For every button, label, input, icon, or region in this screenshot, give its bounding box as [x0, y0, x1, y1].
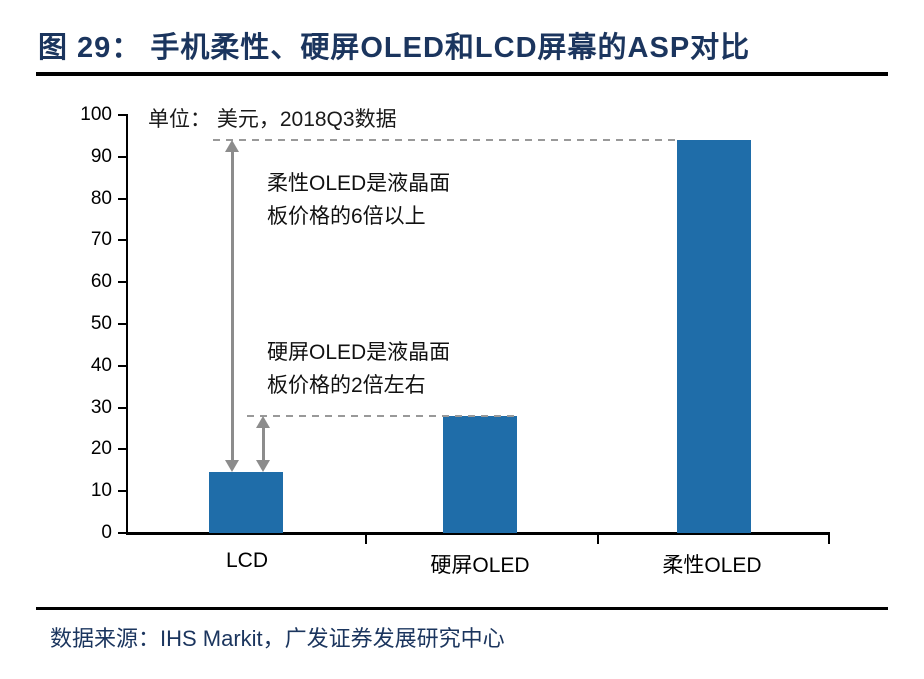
arrow-head-up-icon — [225, 140, 239, 153]
y-axis-tick: 20 — [91, 438, 128, 459]
x-axis-tick — [597, 535, 599, 544]
y-axis-tick: 90 — [91, 146, 128, 167]
annotation-line: 柔性OLED是液晶面 — [267, 172, 451, 195]
arrow-head-up-icon — [256, 415, 270, 428]
y-tick-label: 80 — [90, 187, 112, 209]
y-axis-tick: 100 — [80, 104, 128, 125]
y-tick-label: 20 — [90, 438, 112, 460]
unit-note: 单位： 美元，2018Q3数据 — [148, 108, 397, 131]
bar-flexible-oled — [677, 140, 751, 533]
bar-lcd — [209, 472, 283, 533]
arrow-head-down-icon — [225, 460, 239, 473]
source-note: 数据来源：IHS Markit，广发证券发展研究中心 — [50, 626, 505, 651]
x-axis-line — [126, 532, 830, 535]
y-tick-label: 10 — [90, 480, 112, 502]
y-axis-tick: 70 — [91, 229, 128, 250]
y-tick-label: 100 — [80, 104, 112, 125]
annotation-line: 板价格的2倍左右 — [267, 373, 426, 397]
y-tick-label: 30 — [90, 396, 112, 418]
y-axis-tick: 30 — [91, 397, 128, 418]
arrow-shaft — [262, 424, 265, 464]
short-double-arrow — [256, 415, 270, 473]
arrow-head-down-icon — [256, 460, 270, 473]
y-axis-tick: 10 — [91, 480, 128, 501]
y-tick-label: 90 — [90, 145, 112, 167]
long-double-arrow — [225, 140, 239, 473]
x-axis-label-flexible-oled: 柔性OLED — [662, 554, 762, 577]
annotation-flexible-oled: 柔性OLED是液晶面 板价格的6倍以上 — [267, 168, 450, 233]
guide-line-rigid — [247, 414, 517, 417]
annotation-line: 板价格的6倍以上 — [267, 204, 426, 228]
y-tick-label: 60 — [90, 271, 112, 293]
arrow-shaft — [231, 149, 234, 464]
y-tick-label: 40 — [90, 354, 112, 376]
y-axis-tick: 0 — [101, 522, 128, 543]
bar-rigid-oled — [443, 415, 517, 533]
y-axis-tick: 80 — [91, 188, 128, 209]
guide-line-flexible — [213, 139, 677, 142]
y-axis-tick: 50 — [91, 313, 128, 334]
figure-title: 图 29： 手机柔性、硬屏OLED和LCD屏幕的ASP对比 — [38, 32, 751, 64]
y-tick-label: 50 — [90, 313, 112, 334]
y-axis-tick: 60 — [91, 271, 128, 292]
x-axis-label-lcd: LCD — [225, 549, 269, 572]
y-tick-label: 70 — [90, 229, 112, 251]
chart-plot-area: 0 10 20 30 40 50 60 70 80 90 100 单位： 美元，2018Q3数据 柔… — [80, 104, 830, 577]
bottom-rule — [36, 607, 888, 610]
y-tick-label: 0 — [101, 522, 112, 543]
x-axis-tick — [365, 535, 367, 544]
title-underline — [36, 72, 888, 76]
x-axis-label-rigid-oled: 硬屏OLED — [430, 554, 530, 577]
y-axis-tick: 40 — [91, 355, 128, 376]
annotation-line: 硬屏OLED是液晶面 — [267, 341, 451, 364]
x-axis-tick — [828, 535, 830, 544]
annotation-rigid-oled: 硬屏OLED是液晶面 板价格的2倍左右 — [267, 337, 450, 402]
